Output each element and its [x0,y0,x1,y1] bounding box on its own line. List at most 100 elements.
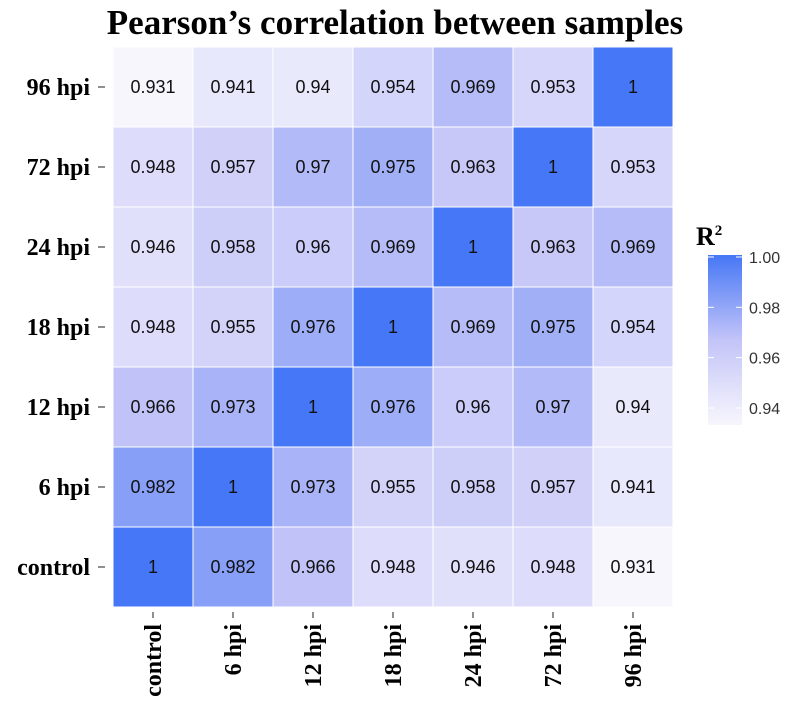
heatmap-cell [272,46,354,128]
heatmap-cell [272,446,354,528]
cell-value-label: 0.953 [610,157,655,177]
cell-value-label: 0.957 [530,477,575,497]
heatmap-cell [432,366,514,448]
heatmap-cell [112,446,194,528]
cell-value-label: 0.973 [290,477,335,497]
cell-value-label: 0.948 [130,157,175,177]
cell-value-label: 0.955 [370,477,415,497]
cell-value-label: 1 [228,477,238,497]
heatmap-cell [352,286,434,368]
heatmap-cell [432,46,514,128]
cell-value-label: 0.953 [530,77,575,97]
cell-value-label: 0.941 [610,477,655,497]
cell-value-label: 0.94 [295,77,330,97]
legend-tick-label: 0.98 [749,300,780,317]
cell-value-label: 0.982 [210,557,255,577]
legend-tick-label: 0.94 [749,401,780,418]
cell-value-label: 0.97 [295,157,330,177]
heatmap-cell [512,286,594,368]
cell-value-label: 1 [148,557,158,577]
cell-value-label: 0.931 [130,77,175,97]
heatmap-cell [352,46,434,128]
cell-value-label: 0.941 [210,77,255,97]
legend-title: R2 [696,222,722,251]
heatmap-cell [592,206,674,288]
cell-value-label: 0.96 [295,237,330,257]
heatmap-cell [592,46,674,128]
y-tick-label: 12 hpi [27,395,91,421]
cell-value-label: 0.958 [210,237,255,257]
y-tick-label: 6 hpi [39,475,91,501]
cell-value-label: 0.948 [130,317,175,337]
legend-tick-label: 0.96 [749,351,780,368]
x-tick-label: 72 hpi [541,624,567,688]
chart-title: Pearson’s correlation between samples [107,3,683,42]
x-axis-labels: control 6 hpi 12 hpi 18 hpi 24 hpi 72 hpi 96 h… [141,612,647,697]
heatmap-cell [192,286,274,368]
heatmap-cell [592,526,674,608]
cell-value-label: 0.969 [370,237,415,257]
heatmap-cell [512,46,594,128]
heatmap-cell [512,126,594,208]
heatmap-cell [512,366,594,448]
color-legend: R2 1.00 0.98 0.96 0.94 [696,222,780,425]
y-tick-label: control [17,555,90,581]
heatmap-cells: 1 0.982 0.966 0.948 0.946 0.948 0.931 0.982 1 0.9… [112,46,674,608]
heatmap-cell [192,526,274,608]
cell-value-label: 0.957 [210,157,255,177]
cell-value-label: 0.966 [130,397,175,417]
x-tick-label: 18 hpi [381,624,407,688]
x-tick-label: control [141,624,167,697]
heatmap-cell [112,126,194,208]
cell-value-label: 1 [388,317,398,337]
heatmap-cell [512,446,594,528]
heatmap-cell [192,446,274,528]
cell-value-label: 0.976 [290,317,335,337]
cell-value-label: 0.982 [130,477,175,497]
cell-value-label: 1 [628,77,638,97]
legend-tick-label: 1.00 [749,250,780,267]
cell-value-label: 0.96 [455,397,490,417]
heatmap-cell [352,366,434,448]
cell-value-label: 0.958 [450,477,495,497]
cell-value-label: 0.966 [290,557,335,577]
heatmap-cell [512,526,594,608]
heatmap-cell [592,126,674,208]
cell-value-label: 0.973 [210,397,255,417]
y-tick-label: 24 hpi [27,235,91,261]
heatmap-cell [432,446,514,528]
cell-value-label: 0.948 [530,557,575,577]
cell-value-label: 0.975 [530,317,575,337]
cell-value-label: 0.97 [535,397,570,417]
cell-value-label: 0.931 [610,557,655,577]
cell-value-label: 0.955 [210,317,255,337]
y-tick-label: 96 hpi [27,75,91,101]
heatmap-cell [512,206,594,288]
legend-colorbar [708,255,742,425]
cell-value-label: 0.946 [130,237,175,257]
heatmap-cell [592,286,674,368]
x-tick-label: 6 hpi [221,624,247,676]
x-tick-label: 96 hpi [621,624,647,688]
y-tick-label: 18 hpi [27,315,91,341]
cell-value-label: 0.975 [370,157,415,177]
heatmap-cell [192,366,274,448]
cell-value-label: 0.954 [610,317,655,337]
heatmap-cell [352,526,434,608]
heatmap-cell [592,366,674,448]
cell-value-label: 0.969 [450,317,495,337]
heatmap-cell [112,526,194,608]
cell-value-label: 0.963 [530,237,575,257]
cell-value-label: 0.963 [450,157,495,177]
y-axis-labels: control 6 hpi 12 hpi 18 hpi 24 hpi 72 hpi 96 h… [17,75,105,581]
cell-value-label: 1 [308,397,318,417]
cell-value-label: 0.976 [370,397,415,417]
x-tick-label: 24 hpi [461,624,487,688]
cell-value-label: 1 [548,157,558,177]
heatmap-cell [112,206,194,288]
cell-value-label: 0.969 [610,237,655,257]
x-tick-label: 12 hpi [301,624,327,688]
cell-value-label: 1 [468,237,478,257]
heatmap-cell [112,46,194,128]
